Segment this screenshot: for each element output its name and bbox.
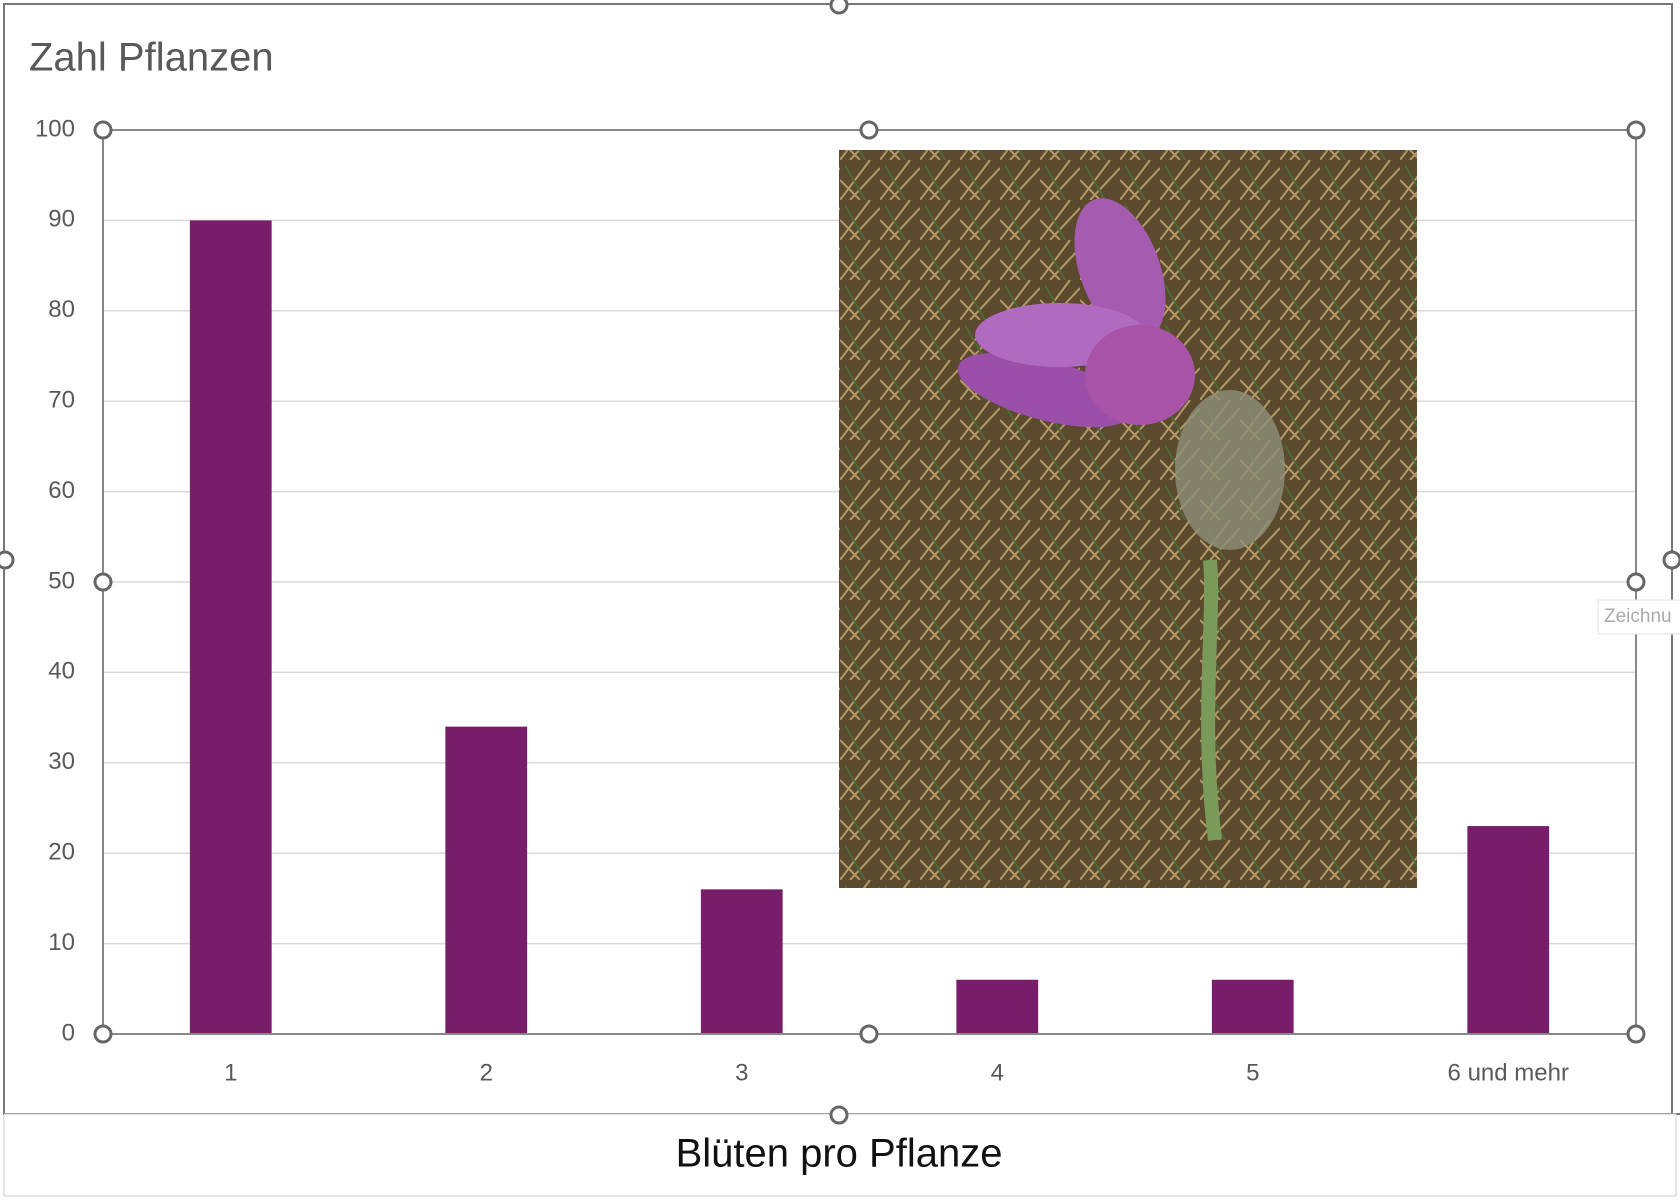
y-tick-label: 30 (48, 748, 75, 775)
y-tick-label: 90 (48, 206, 75, 233)
tooltip-box (1597, 599, 1680, 635)
photo-petal (957, 352, 1133, 428)
bar (445, 726, 528, 1034)
y-tick-label: 50 (48, 567, 75, 594)
y-tick-label: 100 (35, 115, 75, 142)
selection-handles (0, 0, 1680, 1125)
y-tick-label: 0 (62, 1019, 75, 1046)
bar (1211, 979, 1294, 1034)
handle[interactable] (93, 1024, 113, 1044)
chart-title: Zahl Pflanzen (29, 36, 274, 80)
x-tick-label: 4 (991, 1059, 1004, 1086)
axis-title-box (3, 1113, 1677, 1197)
y-tick-label: 70 (48, 387, 75, 414)
photo-bud (1175, 390, 1285, 550)
tooltip: Zeichnu (1604, 606, 1672, 627)
photo-stem (1201, 559, 1222, 841)
handle[interactable] (0, 550, 15, 570)
bar (700, 889, 783, 1034)
x-tick-label: 2 (480, 1059, 493, 1086)
handle[interactable] (1626, 572, 1646, 592)
handle[interactable] (829, 1105, 849, 1125)
y-tick-label: 60 (48, 477, 75, 504)
bar (1467, 826, 1550, 1034)
handle[interactable] (1662, 550, 1680, 570)
y-tick-label: 80 (48, 296, 75, 323)
photo-petal (1085, 325, 1195, 425)
handle[interactable] (93, 120, 113, 140)
y-tick-label: 40 (48, 658, 75, 685)
handle[interactable] (93, 572, 113, 592)
x-tick-label: 1 (224, 1059, 237, 1086)
handle[interactable] (1626, 120, 1646, 140)
handle[interactable] (859, 1024, 879, 1044)
handle[interactable] (1626, 1024, 1646, 1044)
bar (189, 220, 272, 1034)
photo-petal (1074, 198, 1166, 342)
handle[interactable] (859, 120, 879, 140)
y-tick-label: 10 (48, 929, 75, 956)
y-tick-label: 20 (48, 839, 75, 866)
handle[interactable] (829, 0, 849, 15)
x-tick-label: 6 und mehr (1448, 1059, 1569, 1086)
bar (956, 979, 1039, 1034)
x-axis-title: Blüten pro Pflanze (676, 1132, 1003, 1176)
x-tick-label: 3 (735, 1059, 748, 1086)
photo[interactable] (839, 150, 1417, 888)
x-tick-label: 5 (1246, 1059, 1259, 1086)
